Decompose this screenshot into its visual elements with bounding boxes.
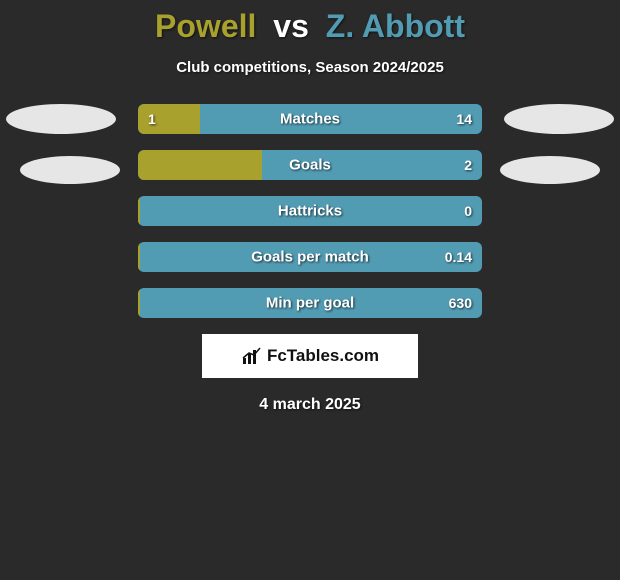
bar-row: Goals 2: [138, 150, 482, 180]
brand-text: FcTables.com: [267, 346, 379, 366]
bar-label: Hattricks: [278, 203, 342, 220]
bar-label: Goals: [289, 157, 331, 174]
bars-container: 1 Matches 14 Goals 2 Hattricks 0 Goals per matc…: [138, 104, 482, 318]
brand-box: FcTables.com: [202, 334, 418, 378]
comparison-title: Powell vs Z. Abbott: [0, 0, 620, 45]
bar-value-right: 14: [456, 111, 472, 127]
bar-value-right: 0: [464, 203, 472, 219]
bar-row: Goals per match 0.14: [138, 242, 482, 272]
player2-name: Z. Abbott: [326, 8, 465, 44]
bar-row: Hattricks 0: [138, 196, 482, 226]
bar-fill: [138, 288, 140, 318]
bar-chart-icon: [241, 346, 263, 366]
bar-row: Min per goal 630: [138, 288, 482, 318]
bar-fill: [138, 150, 262, 180]
bar-fill: [138, 242, 140, 272]
bar-value-right: 630: [449, 295, 472, 311]
player2-badge-row1: [504, 104, 614, 134]
chart-area: 1 Matches 14 Goals 2 Hattricks 0 Goals per matc…: [0, 104, 620, 414]
bar-value-right: 0.14: [445, 249, 472, 265]
bar-value-right: 2: [464, 157, 472, 173]
player1-badge-row2: [20, 156, 120, 184]
bar-label: Goals per match: [251, 249, 369, 266]
date-text: 4 march 2025: [0, 396, 620, 414]
bar-row: 1 Matches 14: [138, 104, 482, 134]
vs-separator: vs: [273, 8, 309, 44]
bar-fill: [138, 196, 140, 226]
player2-badge-row2: [500, 156, 600, 184]
player1-name: Powell: [155, 8, 256, 44]
bar-label: Min per goal: [266, 295, 354, 312]
bar-label: Matches: [280, 111, 340, 128]
player1-badge-row1: [6, 104, 116, 134]
bar-value-left: 1: [148, 111, 156, 127]
subtitle: Club competitions, Season 2024/2025: [0, 59, 620, 76]
